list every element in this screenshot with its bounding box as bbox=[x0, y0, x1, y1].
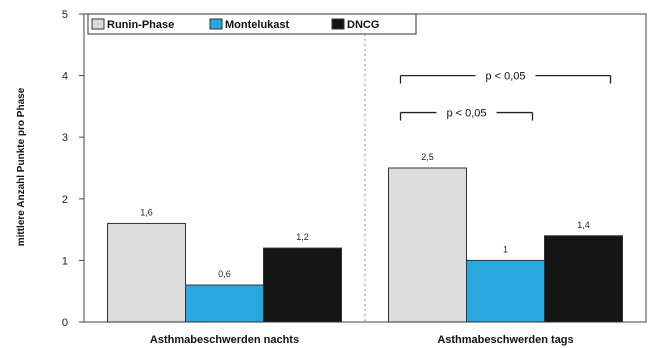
y-tick-label: 0 bbox=[62, 317, 68, 329]
data-label: 0,6 bbox=[218, 269, 231, 279]
annotations: p < 0,05 p < 0,05 bbox=[399, 71, 612, 121]
data-label: 1,4 bbox=[577, 220, 590, 230]
legend-label: Montelukast bbox=[225, 19, 290, 31]
y-tick-label: 2 bbox=[62, 194, 68, 206]
data-label: 1 bbox=[503, 244, 508, 254]
y-tick-label: 5 bbox=[62, 9, 68, 21]
y-tick-label: 3 bbox=[62, 132, 68, 144]
y-axis-label: mittlere Anzahl Punkte pro Phase bbox=[16, 87, 27, 246]
data-labels: 1,6 0,6 1,2 2,5 1 1,4 bbox=[140, 152, 590, 279]
data-label: 1,2 bbox=[296, 232, 309, 242]
significance-label: p < 0,05 bbox=[485, 71, 525, 83]
legend: Runin-Phase Montelukast DNCG bbox=[87, 13, 417, 35]
legend-swatch bbox=[209, 18, 223, 30]
y-tick-label: 4 bbox=[62, 71, 68, 83]
data-label: 1,6 bbox=[140, 207, 153, 217]
bar bbox=[544, 235, 623, 323]
bar bbox=[185, 284, 264, 323]
axes: 0 1 2 3 4 5 Asthmabeschwerden nachts Asthmabesc… bbox=[62, 9, 647, 346]
legend-label: Runin-Phase bbox=[107, 19, 174, 31]
x-category-label: Asthmabeschwerden tags bbox=[437, 334, 573, 346]
bar bbox=[466, 259, 545, 323]
legend-swatch bbox=[91, 18, 105, 30]
legend-swatch bbox=[331, 18, 345, 30]
x-category-label: Asthmabeschwerden nachts bbox=[150, 334, 299, 346]
significance-label: p < 0,05 bbox=[446, 108, 486, 120]
bar bbox=[388, 167, 467, 323]
y-tick-label: 1 bbox=[62, 255, 68, 267]
legend-label: DNCG bbox=[347, 19, 379, 31]
bar bbox=[107, 222, 186, 323]
data-label: 2,5 bbox=[421, 152, 434, 162]
bar bbox=[263, 247, 342, 323]
bars bbox=[107, 167, 623, 323]
